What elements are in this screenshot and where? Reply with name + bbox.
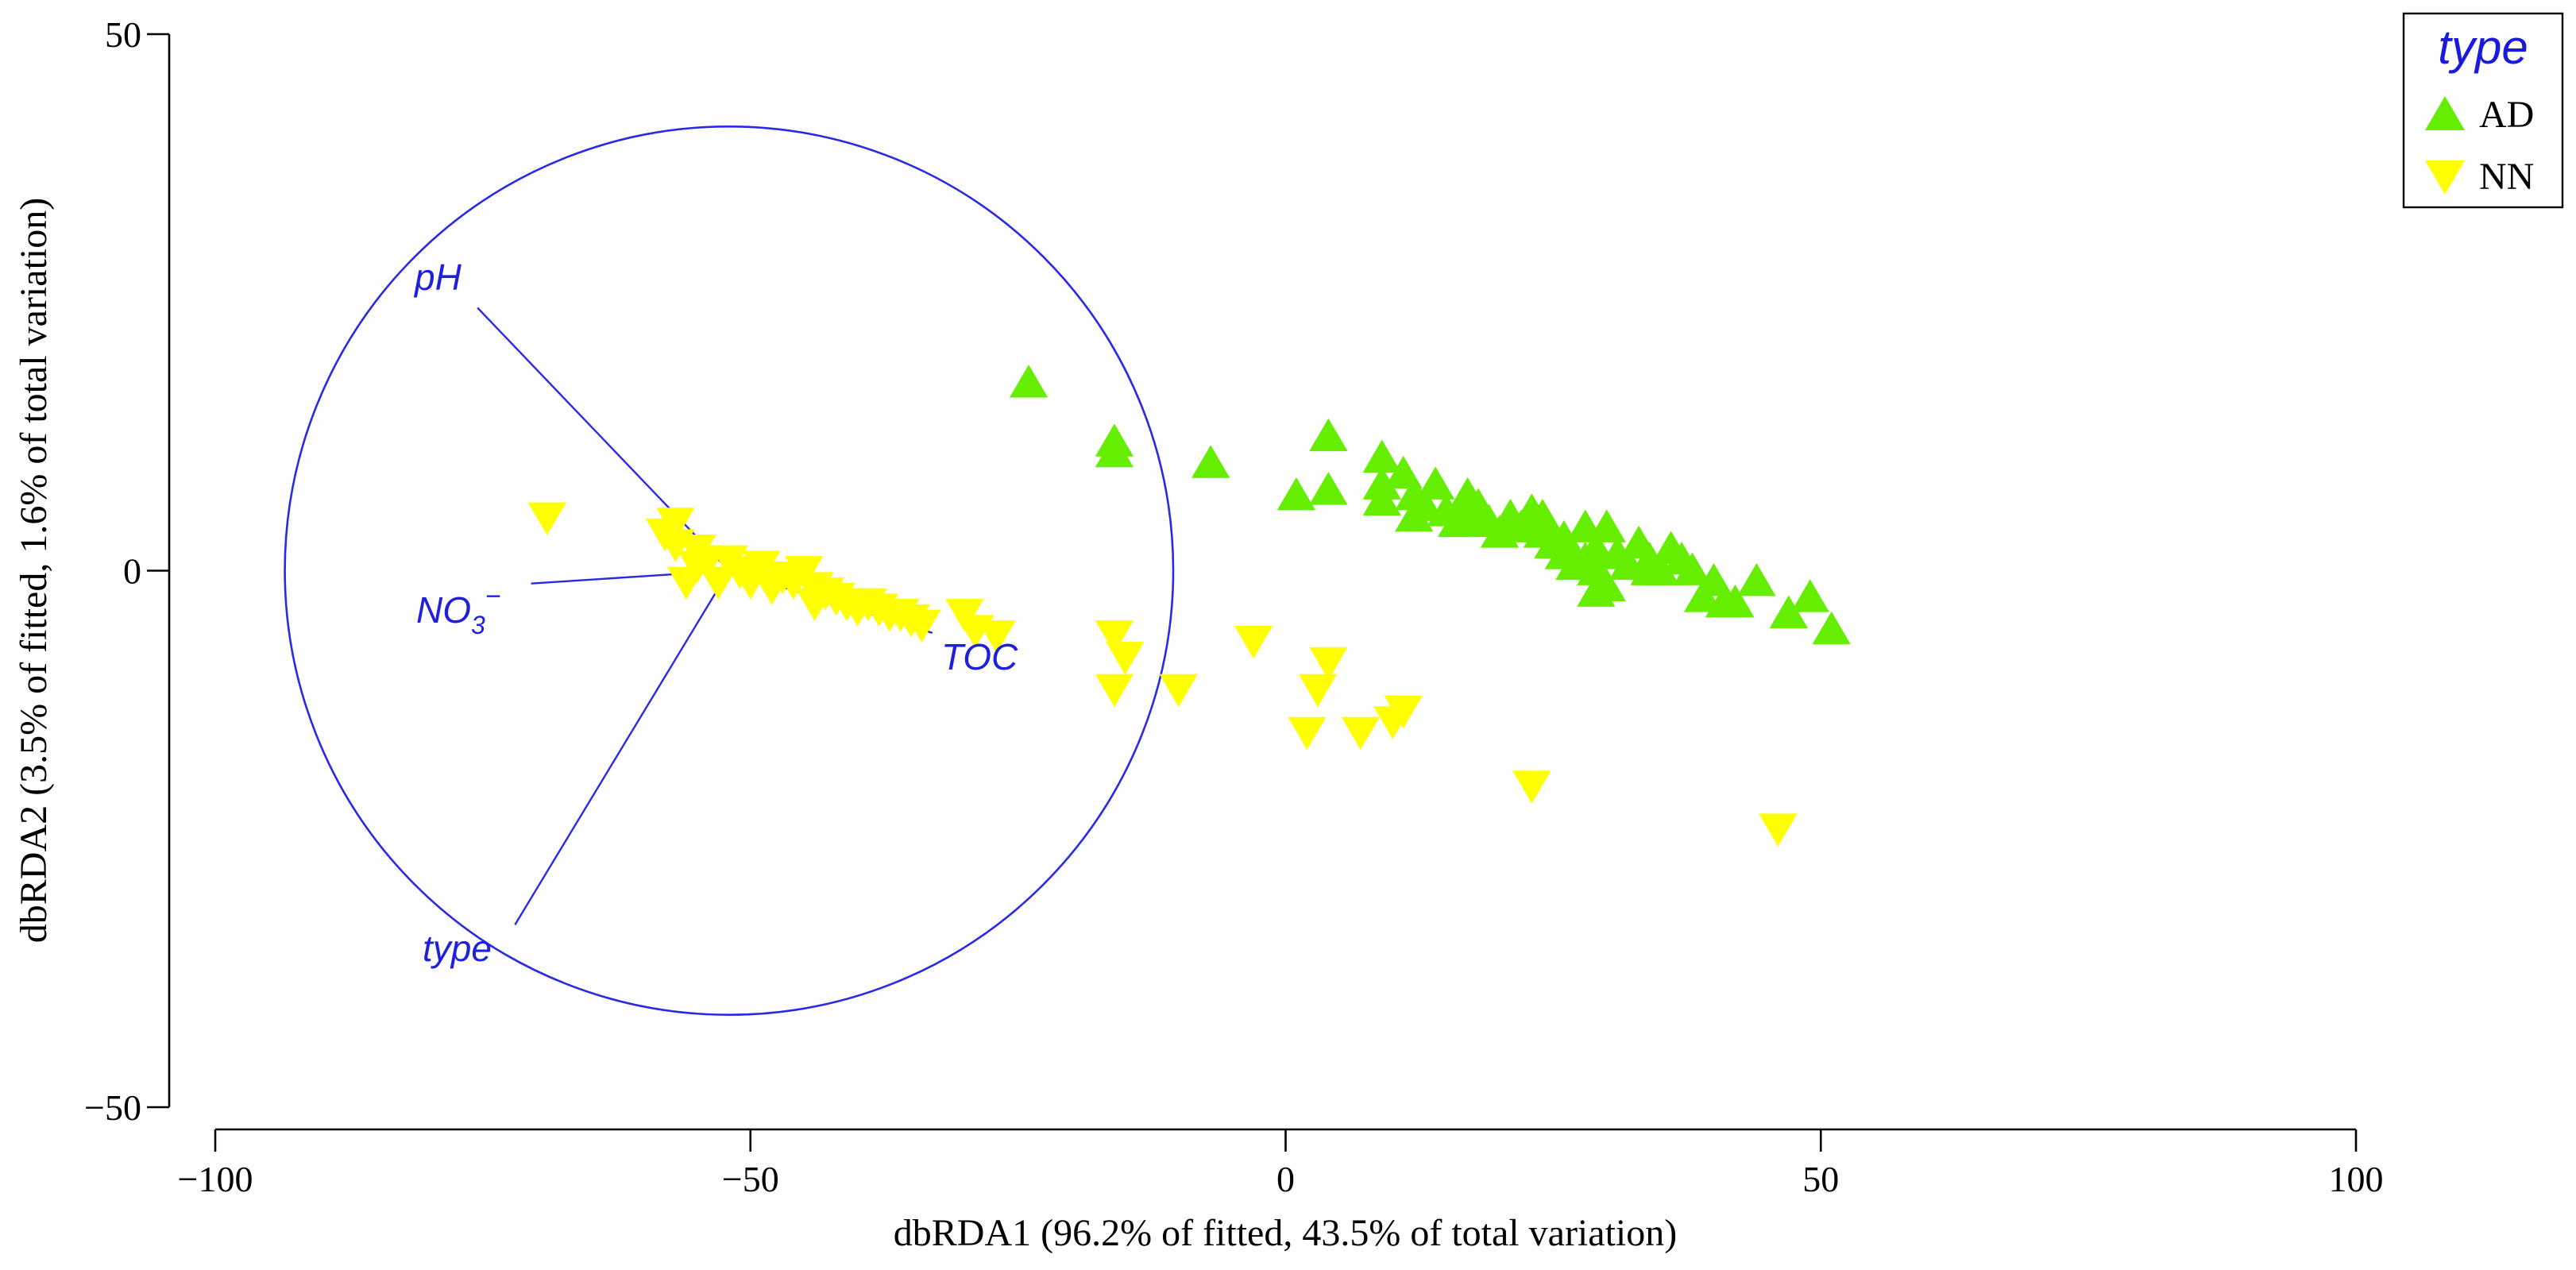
x-tick-label: 50	[1802, 1159, 1839, 1199]
legend-box	[2402, 12, 2564, 209]
vector-labels: pH NO3− TOC type	[413, 257, 1018, 969]
point-ad	[1276, 477, 1316, 511]
y-tick-label: −50	[84, 1087, 141, 1128]
vector-label-no3: NO3−	[416, 581, 501, 639]
x-tick-label: 0	[1276, 1159, 1295, 1199]
point-ad	[1191, 445, 1230, 478]
point-nn	[1159, 674, 1198, 708]
point-nn	[1288, 716, 1327, 751]
point-nn	[1384, 695, 1423, 729]
point-ad	[1405, 488, 1444, 521]
point-nn	[1341, 716, 1380, 751]
axes: −50 0 50 −100 −50 0 50 100	[84, 14, 2383, 1199]
point-ad	[1095, 434, 1134, 468]
x-ticks: −100 −50 0 50 100	[178, 1129, 2384, 1199]
x-axis-title: dbRDA1 (96.2% of fitted, 43.5% of total …	[894, 1212, 1677, 1254]
y-axis-title: dbRDA2 (3.5% of fitted, 1.6% of total va…	[13, 198, 55, 943]
vector-type	[514, 569, 730, 925]
legend-marker-nn	[2425, 160, 2465, 195]
y-ticks: −50 0 50	[84, 14, 169, 1128]
point-nn	[742, 550, 781, 584]
point-ad	[1737, 563, 1776, 596]
point-nn	[1106, 642, 1145, 675]
vectors	[477, 307, 933, 925]
y-tick-label: 0	[123, 551, 141, 592]
point-ad	[1416, 466, 1455, 500]
point-nn	[527, 502, 566, 535]
point-nn	[977, 620, 1016, 654]
legend-label-ad: AD	[2479, 94, 2534, 136]
x-tick-label: 100	[2329, 1159, 2384, 1199]
point-ad	[1812, 611, 1851, 645]
point-ad	[1544, 519, 1583, 554]
point-ad	[1673, 552, 1712, 585]
vector-label-no3-subscript: 3	[471, 611, 485, 639]
vector-label-toc: TOC	[941, 636, 1018, 677]
point-ad	[1640, 552, 1680, 585]
point-ad	[1362, 482, 1401, 516]
point-ad	[1309, 472, 1348, 505]
point-nn	[1309, 647, 1348, 681]
point-nn	[1095, 620, 1134, 654]
legend: type AD NN	[2402, 12, 2564, 209]
point-ad	[1716, 585, 1755, 618]
x-tick-label: −100	[178, 1159, 253, 1199]
x-tick-label: −50	[722, 1159, 779, 1199]
point-nn	[1298, 674, 1338, 708]
point-ad	[1309, 418, 1348, 452]
point-ad	[1587, 568, 1626, 602]
point-nn	[902, 609, 941, 643]
legend-title: type	[2438, 21, 2528, 74]
legend-label-nn: NN	[2479, 156, 2534, 198]
point-ad	[1523, 498, 1562, 532]
point-nn	[1759, 813, 1798, 847]
point-ad	[1009, 365, 1049, 398]
vector-label-ph: pH	[413, 257, 462, 298]
point-nn	[656, 508, 695, 541]
vector-label-type: type	[423, 928, 492, 969]
point-ad	[1362, 439, 1401, 473]
point-ad	[1587, 509, 1626, 542]
vector-label-no3-base: NO	[416, 589, 471, 631]
point-nn	[1095, 674, 1134, 708]
correlation-circle	[284, 125, 1175, 1017]
point-nn	[1512, 770, 1551, 804]
point-nn	[1234, 625, 1273, 659]
vector-label-no3-superscript: −	[485, 581, 501, 612]
point-ad	[1769, 595, 1808, 628]
point-ad	[1577, 531, 1616, 564]
data-points	[527, 365, 1851, 847]
point-ad	[1790, 579, 1829, 612]
legend-marker-ad	[2425, 96, 2465, 130]
y-tick-label: 50	[105, 14, 141, 55]
vector-ph	[477, 307, 730, 572]
